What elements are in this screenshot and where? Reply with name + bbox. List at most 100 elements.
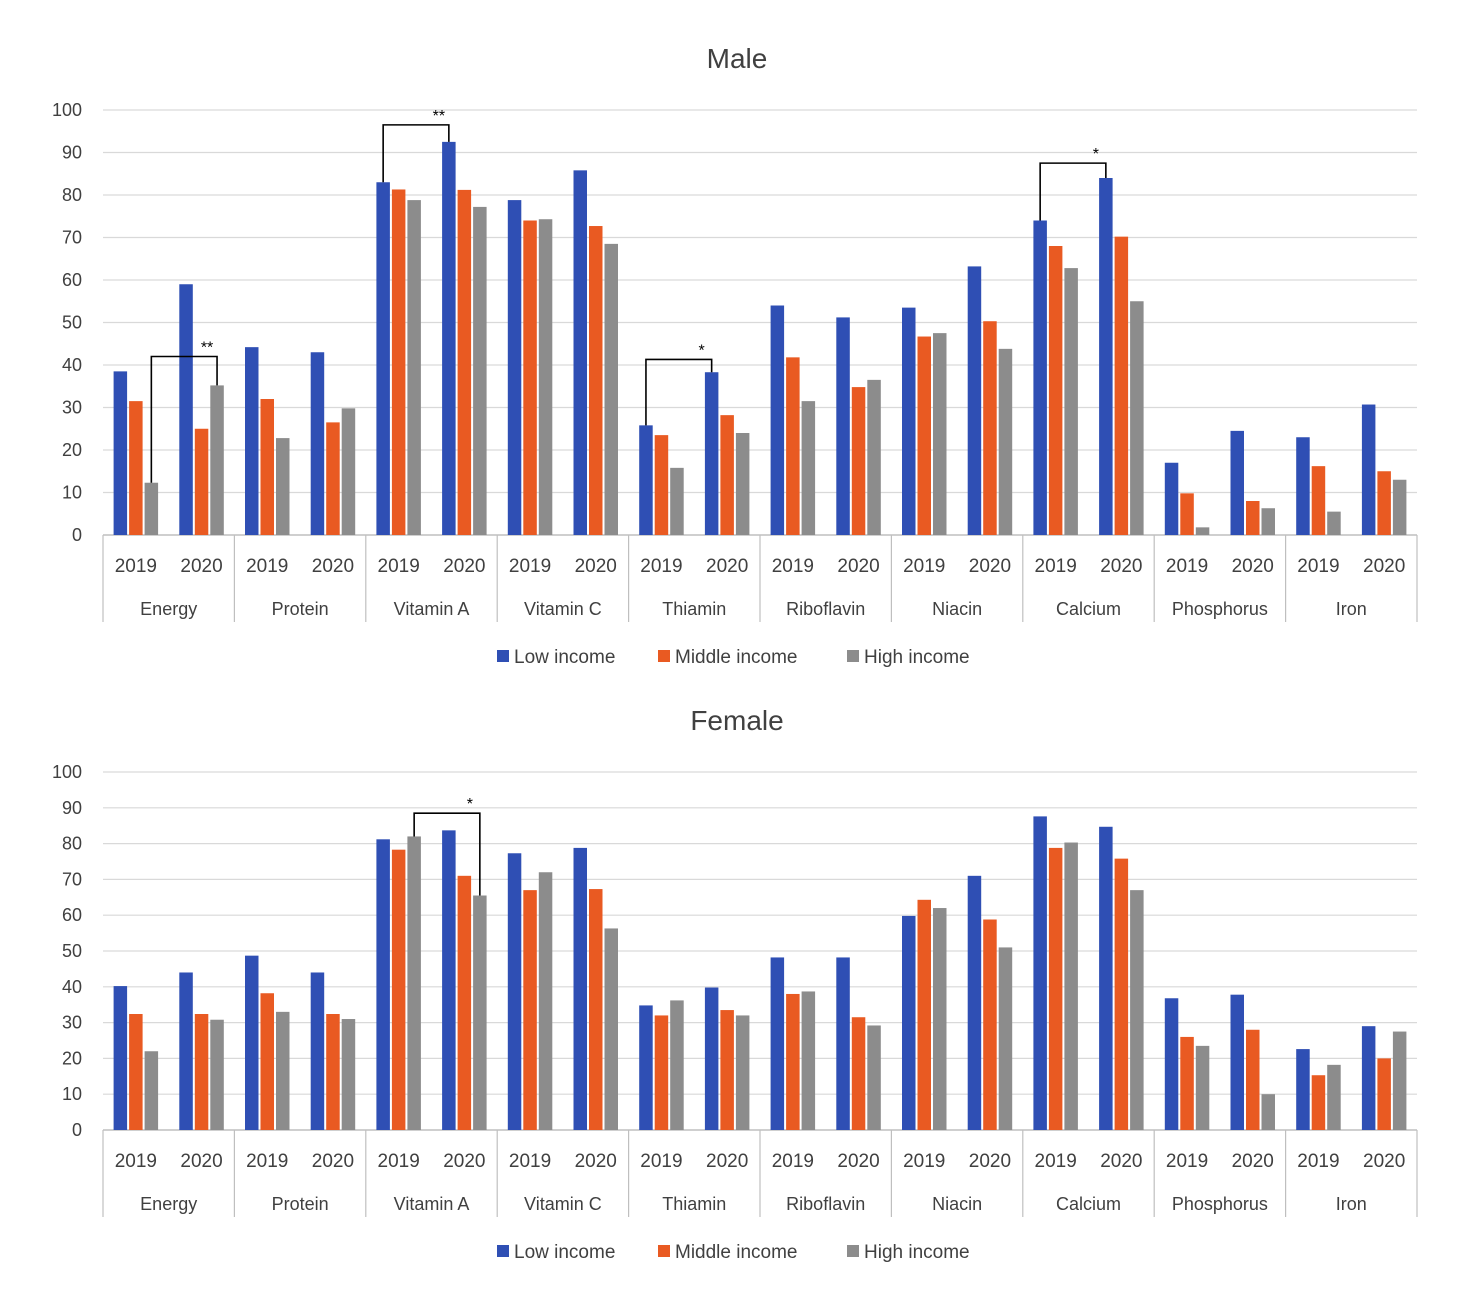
female-nutrient-label: Vitamin C [524,1194,602,1214]
female-ytick-label: 0 [72,1120,82,1140]
male-bar-middle [851,387,866,535]
female-bar-low [507,853,522,1130]
male-bar-middle [457,189,472,535]
female-bar-low [1099,826,1113,1130]
male-legend-swatch-low [497,650,509,662]
female-bar-middle [326,1014,340,1130]
male-bar-high [1064,268,1078,535]
female-bar-middle [1180,1036,1194,1130]
female-year-label: 2019 [246,1151,288,1172]
female-bar-low [1033,816,1047,1130]
female-year-label: 2019 [509,1151,551,1172]
female-legend-swatch-high [847,1245,859,1257]
male-year-label: 2019 [903,556,945,577]
female-year-label: 2020 [180,1151,222,1172]
female-year-label: 2019 [1166,1151,1208,1172]
female-bar-middle [391,849,406,1130]
male-significance-bracket [382,124,450,183]
male-bar-low [1099,178,1113,535]
male-year-label: 2019 [772,556,814,577]
male-bar-middle [720,415,734,535]
female-nutrient-label: Iron [1336,1194,1367,1214]
male-bar-high [1195,527,1210,535]
female-year-label: 2019 [115,1151,157,1172]
female-ytick-label: 60 [62,905,82,925]
female-bar-middle [851,1017,866,1130]
male-bar-low [1033,220,1047,535]
female-bar-low [967,875,982,1130]
female-year-label: 2019 [903,1151,945,1172]
male-bar-high [670,467,684,535]
male-bar-low [1361,404,1376,535]
female-bar-middle [1246,1029,1260,1130]
male-bar-low [1296,437,1310,535]
female-year-label: 2020 [1100,1151,1142,1172]
female-bar-high [1064,842,1078,1130]
male-year-label: 2020 [180,556,222,577]
female-bar-middle [1311,1075,1326,1130]
female-bar-high [1327,1064,1341,1130]
female-bar-low [1230,994,1244,1130]
female-bar-low [573,847,587,1130]
male-bar-high [867,379,881,535]
female-bar-middle [654,1015,669,1130]
male-bar-middle [1180,493,1194,535]
male-year-label: 2019 [378,556,420,577]
female-year-label: 2019 [772,1151,814,1172]
male-bar-middle [654,435,669,535]
male-ytick-label: 80 [62,185,82,205]
female-ytick-label: 20 [62,1048,82,1068]
male-significance-label: ** [433,108,445,125]
male-bar-high [1261,508,1275,535]
female-legend-label-middle: Middle income [675,1242,798,1263]
male-significance-label: * [699,342,705,359]
male-ytick-label: 70 [62,228,82,248]
female-bar-high [1130,890,1144,1130]
male-year-label: 2020 [837,556,879,577]
male-ytick-label: 50 [62,313,82,333]
male-bar-low [376,182,390,535]
male-year-label: 2019 [1166,556,1208,577]
female-bar-high [604,928,618,1130]
female-bar-middle [194,1014,209,1130]
male-bar-low [836,317,850,535]
female-year-label: 2020 [1363,1151,1405,1172]
male-year-label: 2020 [575,556,617,577]
female-year-label: 2019 [1035,1151,1077,1172]
male-bar-low [507,200,522,535]
male-nutrient-label: Vitamin C [524,599,602,619]
male-significance-bracket [1039,162,1107,221]
male-bar-middle [786,357,800,535]
male-significance-label: ** [201,340,213,357]
female-bar-high [276,1011,290,1130]
male-bar-low [770,305,785,535]
male-legend-label-high: High income [864,647,970,668]
female-bar-high [1261,1094,1275,1130]
female-chart: Female 0 10 20 30 40 50 60 70 80 90 100 2019 2020 Ener… [52,705,1418,1263]
male-year-label: 2020 [706,556,748,577]
male-bar-high [210,385,224,535]
female-ytick-label: 70 [62,869,82,889]
female-year-label: 2020 [575,1151,617,1172]
male-bar-high [735,433,750,535]
female-bar-high [538,872,553,1130]
female-bar-high [144,1051,159,1130]
male-bar-middle [1048,246,1063,535]
male-year-label: 2019 [246,556,288,577]
male-chart: Male 0 10 20 30 40 50 60 70 80 90 100 2019 2020 Energy… [52,43,1418,668]
female-bar-low [1164,998,1179,1130]
female-year-label: 2020 [1232,1151,1274,1172]
male-ytick-label: 100 [52,100,82,120]
male-bar-middle [917,336,931,535]
male-nutrient-label: Niacin [932,599,982,619]
male-bar-high [276,438,290,535]
male-year-label: 2020 [1100,556,1142,577]
male-bar-middle [1246,501,1260,535]
male-nutrient-label: Protein [272,599,329,619]
female-year-label: 2020 [443,1151,485,1172]
male-legend-label-low: Low income [514,647,615,668]
female-year-label: 2020 [969,1151,1011,1172]
male-bar-low [902,307,916,535]
male-bar-middle [391,189,406,535]
